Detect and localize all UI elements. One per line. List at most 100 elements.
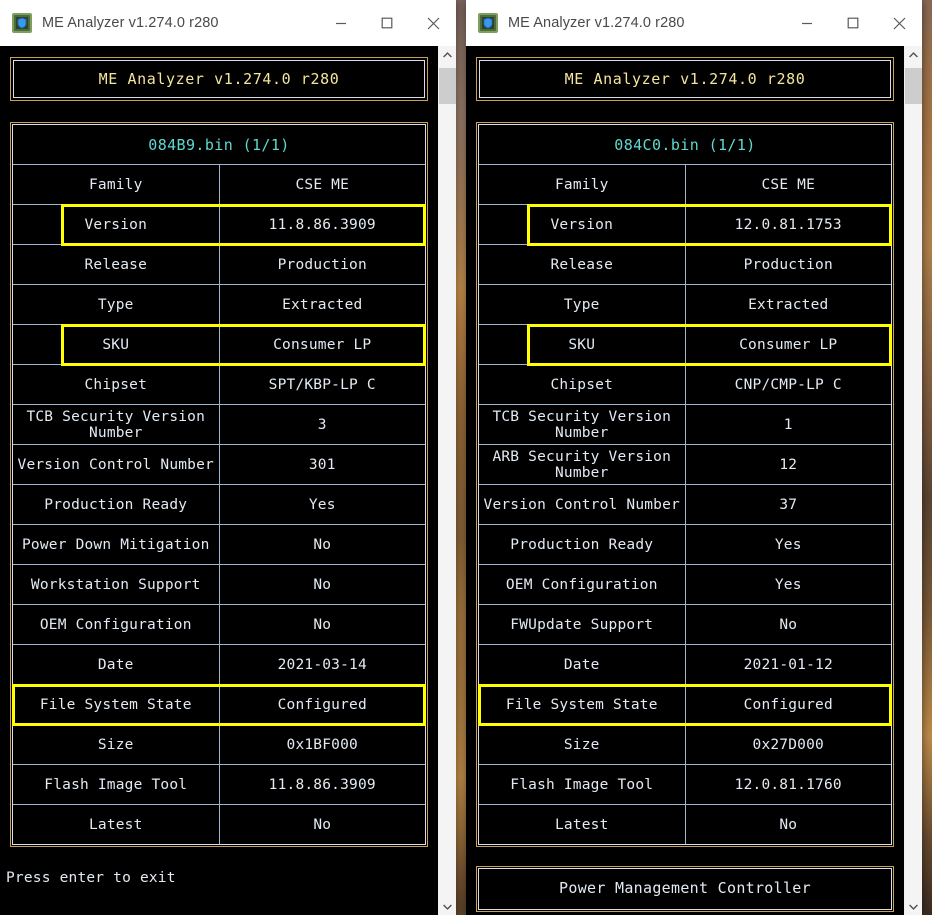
- scrollbar-track[interactable]: [439, 63, 456, 898]
- window-controls-left[interactable]: [318, 0, 456, 46]
- row-value: 11.8.86.3909: [218, 764, 425, 805]
- table-row: Release Production: [13, 244, 425, 285]
- row-value: Consumer LP: [684, 324, 891, 365]
- table-row: Flash Image Tool 12.0.81.1760: [479, 764, 891, 805]
- row-value: Consumer LP: [218, 324, 425, 365]
- scrollbar-thumb[interactable]: [439, 68, 456, 104]
- table-row: Production Ready Yes: [479, 524, 891, 565]
- me-analyzer-window-left[interactable]: ME Analyzer v1.274.0 r280 ME Analyzer v1…: [0, 0, 456, 915]
- row-value: 3: [218, 404, 425, 445]
- scroll-down-arrow[interactable]: [905, 898, 922, 915]
- row-value: Configured: [218, 684, 425, 725]
- row-key: Family: [479, 164, 686, 205]
- row-value: 2021-01-12: [684, 644, 891, 685]
- maximize-button[interactable]: [364, 0, 410, 46]
- row-key: FWUpdate Support: [479, 604, 686, 645]
- app-banner-box-left: ME Analyzer v1.274.0 r280: [10, 57, 428, 101]
- firmware-info-table-left: 084B9.bin (1/1) Family CSE ME Version 11.8.…: [13, 125, 425, 844]
- row-key: Version Control Number: [13, 444, 220, 485]
- window-controls-right[interactable]: [784, 0, 922, 46]
- table-row: File System State Configured: [13, 684, 425, 725]
- footer-prompt-left: Press enter to exit: [6, 870, 176, 886]
- row-value: Yes: [684, 524, 891, 565]
- scrollbar-thumb[interactable]: [905, 68, 922, 104]
- table-row: Family CSE ME: [479, 164, 891, 205]
- titlebar-right[interactable]: ME Analyzer v1.274.0 r280: [466, 0, 922, 46]
- minimize-button[interactable]: [784, 0, 830, 46]
- table-row: Version Control Number 301: [13, 444, 425, 485]
- row-value: Yes: [684, 564, 891, 605]
- table-row: Date 2021-03-14: [13, 644, 425, 685]
- table-row: Size 0x1BF000: [13, 724, 425, 765]
- table-row: Chipset SPT/KBP-LP C: [13, 364, 425, 405]
- me-analyzer-app-icon: [477, 12, 499, 34]
- table-body-left: Family CSE ME Version 11.8.86.3909 Release Pr…: [13, 164, 425, 844]
- maximize-button[interactable]: [830, 0, 876, 46]
- table-row: Chipset CNP/CMP-LP C: [479, 364, 891, 405]
- row-value: 2021-03-14: [218, 644, 425, 685]
- console-output-right: ME Analyzer v1.274.0 r280 084C0.bin (1/1…: [466, 46, 904, 915]
- table-body-right: Family CSE ME Version 12.0.81.1753 Release Pr…: [479, 164, 891, 844]
- row-value: No: [684, 604, 891, 645]
- table-row: OEM Configuration No: [13, 604, 425, 645]
- row-value: No: [684, 804, 891, 844]
- close-button[interactable]: [410, 0, 456, 46]
- row-key: OEM Configuration: [13, 604, 220, 645]
- row-value: CNP/CMP-LP C: [684, 364, 891, 405]
- table-row: Release Production: [479, 244, 891, 285]
- row-key: Latest: [479, 804, 686, 844]
- row-key: Size: [479, 724, 686, 765]
- table-row: Latest No: [13, 804, 425, 844]
- vertical-scrollbar-right[interactable]: [904, 46, 922, 915]
- row-value: 12.0.81.1753: [684, 204, 891, 245]
- row-value: 0x1BF000: [218, 724, 425, 765]
- row-key: SKU: [13, 324, 220, 365]
- row-key: Production Ready: [13, 484, 220, 525]
- firmware-info-table-right: 084C0.bin (1/1) Family CSE ME Version 12.0.…: [479, 125, 891, 844]
- row-key: Release: [479, 244, 686, 285]
- table-row: Version Control Number 37: [479, 484, 891, 525]
- table-row: SKU Consumer LP: [479, 324, 891, 365]
- row-key: Latest: [13, 804, 220, 844]
- scroll-up-arrow[interactable]: [905, 46, 922, 63]
- scrollbar-track[interactable]: [905, 63, 922, 898]
- row-value: 11.8.86.3909: [218, 204, 425, 245]
- row-value: Extracted: [218, 284, 425, 325]
- row-key: File System State: [479, 684, 686, 725]
- table-row: Latest No: [479, 804, 891, 844]
- row-value: SPT/KBP-LP C: [218, 364, 425, 405]
- row-value: 1: [684, 404, 891, 445]
- row-value: No: [218, 564, 425, 605]
- row-key: TCB Security Version Number: [13, 404, 220, 445]
- titlebar-left[interactable]: ME Analyzer v1.274.0 r280: [0, 0, 456, 46]
- row-key: Version: [13, 204, 220, 245]
- scroll-down-arrow[interactable]: [439, 898, 456, 915]
- vertical-scrollbar-left[interactable]: [438, 46, 456, 915]
- minimize-button[interactable]: [318, 0, 364, 46]
- table-row: File System State Configured: [479, 684, 891, 725]
- row-key: Chipset: [479, 364, 686, 405]
- row-value: 12: [684, 444, 891, 485]
- me-analyzer-window-right[interactable]: ME Analyzer v1.274.0 r280 ME Analyzer v1…: [466, 0, 922, 915]
- row-key: Version Control Number: [479, 484, 686, 525]
- table-row: Production Ready Yes: [13, 484, 425, 525]
- row-key: Date: [13, 644, 220, 685]
- scroll-up-arrow[interactable]: [439, 46, 456, 63]
- row-key: ARB Security Version Number: [479, 444, 686, 485]
- firmware-table-block-right: 084C0.bin (1/1) Family CSE ME Version 12.0.…: [476, 122, 894, 847]
- table-row: Flash Image Tool 11.8.86.3909: [13, 764, 425, 805]
- row-key: SKU: [479, 324, 686, 365]
- table-row: Workstation Support No: [13, 564, 425, 605]
- row-key: Date: [479, 644, 686, 685]
- table-row: Date 2021-01-12: [479, 644, 891, 685]
- row-key: Workstation Support: [13, 564, 220, 605]
- row-value: Production: [218, 244, 425, 285]
- console-output-left: ME Analyzer v1.274.0 r280 084B9.bin (1/1…: [0, 46, 438, 915]
- table-row: OEM Configuration Yes: [479, 564, 891, 605]
- row-key: TCB Security Version Number: [479, 404, 686, 445]
- row-key: OEM Configuration: [479, 564, 686, 605]
- row-key: File System State: [13, 684, 220, 725]
- table-row: ARB Security Version Number 12: [479, 444, 891, 485]
- table-row: Size 0x27D000: [479, 724, 891, 765]
- close-button[interactable]: [876, 0, 922, 46]
